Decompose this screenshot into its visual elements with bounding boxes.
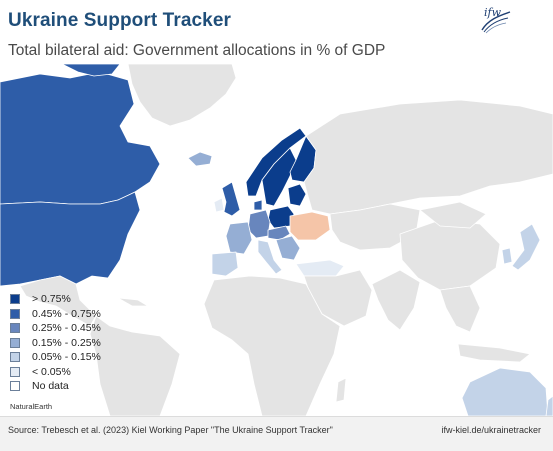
- region-japan[interactable]: [511, 223, 541, 271]
- legend-label: < 0.05%: [32, 365, 71, 378]
- legend-item: < 0.05%: [10, 365, 101, 380]
- region-greenland[interactable]: [127, 64, 237, 127]
- region-russia[interactable]: [303, 99, 553, 215]
- region-south-korea[interactable]: [501, 247, 513, 265]
- region-new-zealand[interactable]: [545, 395, 553, 416]
- region-canada-islands[interactable]: [61, 64, 121, 77]
- legend-label: 0.25% - 0.45%: [32, 322, 101, 335]
- region-mongolia[interactable]: [419, 201, 487, 229]
- legend-swatch: [10, 366, 20, 377]
- region-italy[interactable]: [257, 239, 283, 275]
- legend-item: 0.15% - 0.25%: [10, 336, 101, 351]
- page-title: Ukraine Support Tracker: [8, 10, 231, 31]
- region-mexico[interactable]: [19, 275, 97, 327]
- region-iberia[interactable]: [211, 251, 239, 277]
- legend-item: 0.45% - 0.75%: [10, 307, 101, 322]
- region-iceland[interactable]: [187, 151, 213, 167]
- region-turkey[interactable]: [295, 259, 345, 277]
- region-south-america[interactable]: [89, 315, 181, 416]
- world-map[interactable]: [0, 64, 553, 416]
- region-central-europe[interactable]: [267, 225, 291, 241]
- region-united-states[interactable]: [0, 191, 141, 287]
- legend-label: No data: [32, 380, 69, 393]
- ifw-logo: ifw: [478, 6, 512, 34]
- logo-mark-icon: [481, 11, 511, 34]
- legend-item: 0.05% - 0.15%: [10, 350, 101, 365]
- map-attribution: NaturalEarth: [10, 402, 53, 411]
- legend-swatch: [10, 294, 20, 305]
- source-note: Source: Trebesch et al. (2023) Kiel Work…: [8, 425, 333, 435]
- legend-label: 0.05% - 0.15%: [32, 351, 101, 364]
- legend-label: 0.45% - 0.75%: [32, 307, 101, 320]
- map-legend: > 0.75% 0.45% - 0.75% 0.25% - 0.45% 0.15% -…: [10, 292, 101, 394]
- region-united-kingdom[interactable]: [221, 181, 241, 217]
- map-svg: [0, 64, 553, 416]
- legend-item: 0.25% - 0.45%: [10, 321, 101, 336]
- region-sweden[interactable]: [261, 147, 297, 207]
- region-australia[interactable]: [461, 367, 549, 416]
- region-ireland[interactable]: [213, 197, 225, 213]
- footer: Source: Trebesch et al. (2023) Kiel Work…: [0, 416, 553, 451]
- page-subtitle: Total bilateral aid: Government allocati…: [8, 42, 386, 59]
- region-southeast-asia[interactable]: [439, 285, 481, 333]
- legend-swatch: [10, 352, 20, 363]
- region-baltics[interactable]: [287, 183, 307, 207]
- region-denmark[interactable]: [253, 199, 263, 211]
- header: Ukraine Support Tracker Total bilateral …: [0, 0, 553, 64]
- legend-swatch: [10, 323, 20, 334]
- legend-label: > 0.75%: [32, 293, 71, 306]
- tracker-link[interactable]: ifw-kiel.de/ukrainetracker: [441, 425, 541, 435]
- legend-swatch: [10, 381, 20, 392]
- region-madagascar[interactable]: [335, 377, 347, 403]
- region-ukraine[interactable]: [289, 211, 331, 241]
- legend-swatch: [10, 337, 20, 348]
- region-indonesia[interactable]: [457, 343, 531, 363]
- legend-item: No data: [10, 379, 101, 394]
- logo-text: ifw: [484, 6, 502, 19]
- legend-swatch: [10, 308, 20, 319]
- region-germany[interactable]: [247, 209, 271, 239]
- legend-label: 0.15% - 0.25%: [32, 336, 101, 349]
- region-india[interactable]: [371, 269, 421, 331]
- region-balkans[interactable]: [275, 235, 301, 261]
- legend-item: > 0.75%: [10, 292, 101, 307]
- region-caribbean[interactable]: [117, 297, 149, 307]
- region-france[interactable]: [225, 221, 253, 255]
- region-africa[interactable]: [203, 275, 341, 416]
